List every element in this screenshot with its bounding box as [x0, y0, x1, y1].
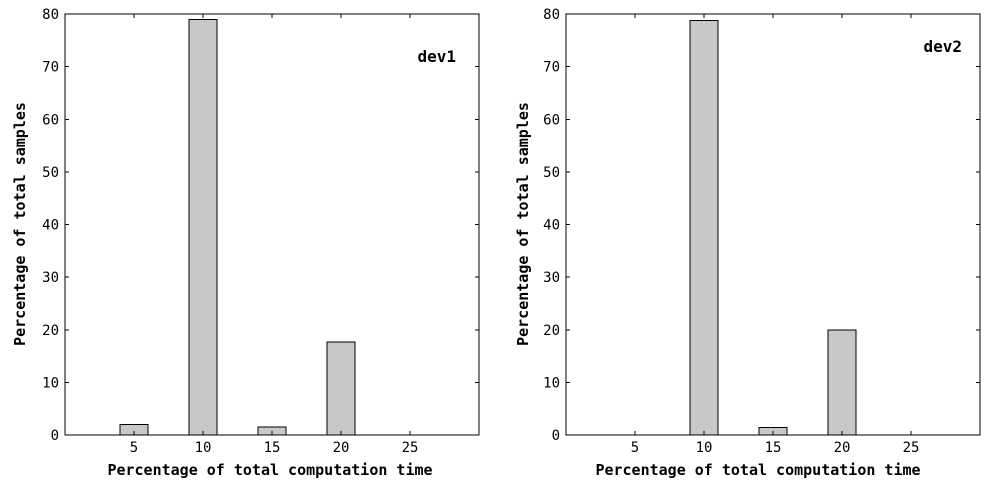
y-tick-label: 60 [42, 112, 59, 128]
x-tick-label: 25 [903, 440, 920, 456]
y-tick-label: 80 [543, 7, 560, 23]
x-tick-label: 10 [696, 440, 713, 456]
y-ticks-group: 0 10 20 30 40 50 60 70 80 [543, 7, 980, 444]
plot-frame [565, 13, 981, 436]
bar [188, 18, 218, 436]
y-tick-label: 0 [51, 428, 59, 444]
y-tick-label: 10 [543, 375, 560, 391]
y-tick-label: 40 [42, 218, 59, 234]
chart-title: dev2 [923, 37, 962, 56]
y-tick-label: 20 [543, 323, 560, 339]
x-axis-label: Percentage of total computation time [595, 461, 920, 479]
y-tick-label: 50 [42, 165, 59, 181]
y-tick-label: 50 [543, 165, 560, 181]
y-tick-label: 70 [543, 60, 560, 76]
x-tick-label: 5 [130, 440, 138, 456]
y-tick-label: 80 [42, 7, 59, 23]
x-ticks-group: 5 10 15 20 25 [631, 14, 920, 456]
chart-panel-dev2: dev2 Percentage of total computation tim… [514, 7, 981, 479]
x-tick-label: 10 [195, 440, 212, 456]
y-axis-label: Percentage of total samples [514, 102, 532, 346]
x-tick-label: 15 [264, 440, 281, 456]
y-tick-label: 10 [42, 375, 59, 391]
chart-title: dev1 [417, 47, 456, 66]
bar [689, 19, 719, 436]
x-tick-label: 20 [333, 440, 350, 456]
bar [827, 329, 857, 436]
x-tick-label: 20 [834, 440, 851, 456]
y-tick-label: 30 [42, 270, 59, 286]
x-tick-label: 25 [402, 440, 419, 456]
y-tick-label: 40 [543, 218, 560, 234]
y-tick-label: 30 [543, 270, 560, 286]
y-tick-label: 20 [42, 323, 59, 339]
y-tick-label: 60 [543, 112, 560, 128]
chart-panel-dev1: dev1 Percentage of total computation tim… [11, 7, 480, 479]
x-axis-label: Percentage of total computation time [107, 461, 432, 479]
x-ticks-group: 5 10 15 20 25 [130, 14, 419, 456]
plot-frame [64, 13, 480, 436]
bar [326, 341, 356, 436]
bars-group [119, 18, 356, 436]
y-tick-label: 0 [552, 428, 560, 444]
y-ticks-group: 0 10 20 30 40 50 60 70 80 [42, 7, 479, 444]
x-tick-label: 5 [631, 440, 639, 456]
bars-group [689, 19, 857, 436]
y-tick-label: 70 [42, 60, 59, 76]
y-axis-label: Percentage of total samples [11, 102, 29, 346]
x-tick-label: 15 [765, 440, 782, 456]
